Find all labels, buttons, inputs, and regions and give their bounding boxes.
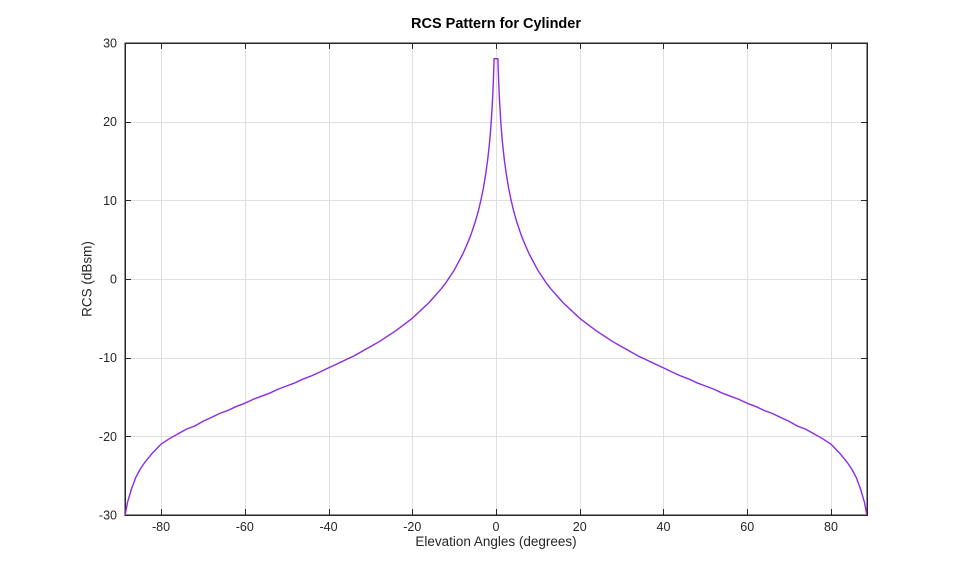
chart-title: RCS Pattern for Cylinder (411, 16, 581, 32)
x-tick-label: 40 (657, 520, 671, 534)
x-axis-label: Elevation Angles (degrees) (415, 534, 577, 549)
x-tick-label: 60 (740, 520, 754, 534)
x-tick-label: -60 (236, 520, 254, 534)
y-tick-label: 0 (110, 273, 117, 287)
y-axis-label: RCS (dBsm) (79, 241, 95, 317)
x-tick-label: 20 (573, 520, 587, 534)
x-tick-label: 0 (493, 520, 500, 534)
y-tick-label: -10 (99, 351, 117, 365)
y-tick-label: 30 (103, 37, 117, 51)
y-tick-label: 20 (103, 115, 117, 129)
y-tick-label: -20 (99, 430, 117, 444)
x-tick-label: -40 (319, 520, 337, 534)
x-tick-label: -80 (152, 520, 170, 534)
x-tick-label: 80 (824, 520, 838, 534)
x-tick-label: -20 (403, 520, 421, 534)
y-tick-label: 10 (103, 194, 117, 208)
y-tick-label: -30 (99, 509, 117, 523)
rcs-curve (125, 58, 867, 515)
